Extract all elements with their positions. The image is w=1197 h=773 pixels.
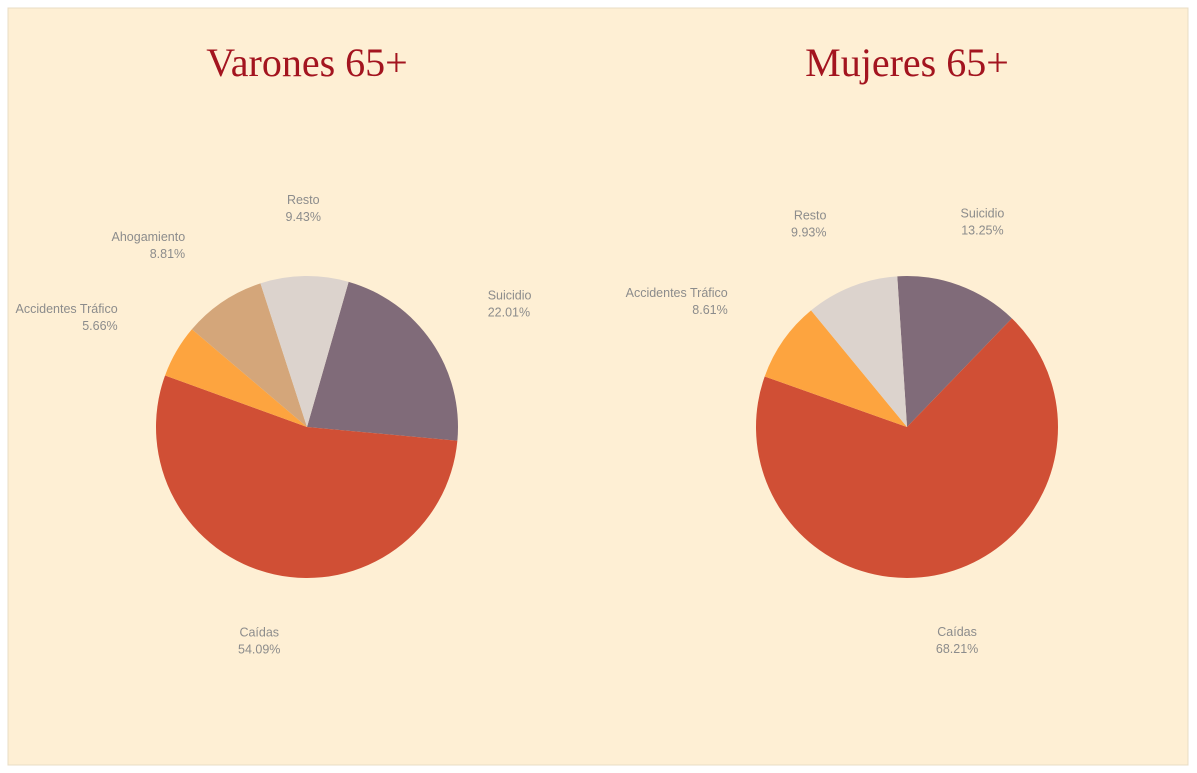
pie-slice — [155, 375, 458, 579]
slice-value: 8.61% — [692, 303, 727, 317]
slice-label: Resto — [794, 208, 827, 222]
pie-slice — [191, 283, 307, 427]
slice-label: Accidentes Tráfico — [626, 286, 728, 300]
slice-value: 9.43% — [286, 210, 321, 224]
slice-label: Suicidio — [961, 206, 1005, 220]
pie-slice — [755, 318, 1058, 578]
slice-label: Accidentes Tráfico — [16, 302, 118, 316]
slice-label: Suicidio — [488, 288, 532, 302]
pie-slice — [897, 275, 1012, 427]
pie-slice — [307, 281, 458, 441]
slice-value: 68.21% — [936, 642, 978, 656]
slice-value: 13.25% — [961, 223, 1003, 237]
slice-value: 5.66% — [82, 319, 117, 333]
slice-value: 54.09% — [238, 643, 280, 657]
pie-slice — [764, 310, 907, 427]
chart-title: Mujeres 65+ — [805, 40, 1009, 85]
slice-value: 9.93% — [791, 225, 826, 239]
chart-title: Varones 65+ — [206, 40, 407, 85]
pie-slice — [165, 329, 307, 427]
slice-label: Caídas — [239, 626, 279, 640]
pie-slice — [811, 276, 907, 427]
pie-slice — [260, 276, 349, 427]
slice-value: 22.01% — [488, 305, 530, 319]
slice-label: Resto — [287, 193, 320, 207]
slice-label: Ahogamiento — [112, 230, 186, 244]
slice-label: Caídas — [937, 625, 977, 639]
slice-value: 8.81% — [150, 247, 185, 261]
